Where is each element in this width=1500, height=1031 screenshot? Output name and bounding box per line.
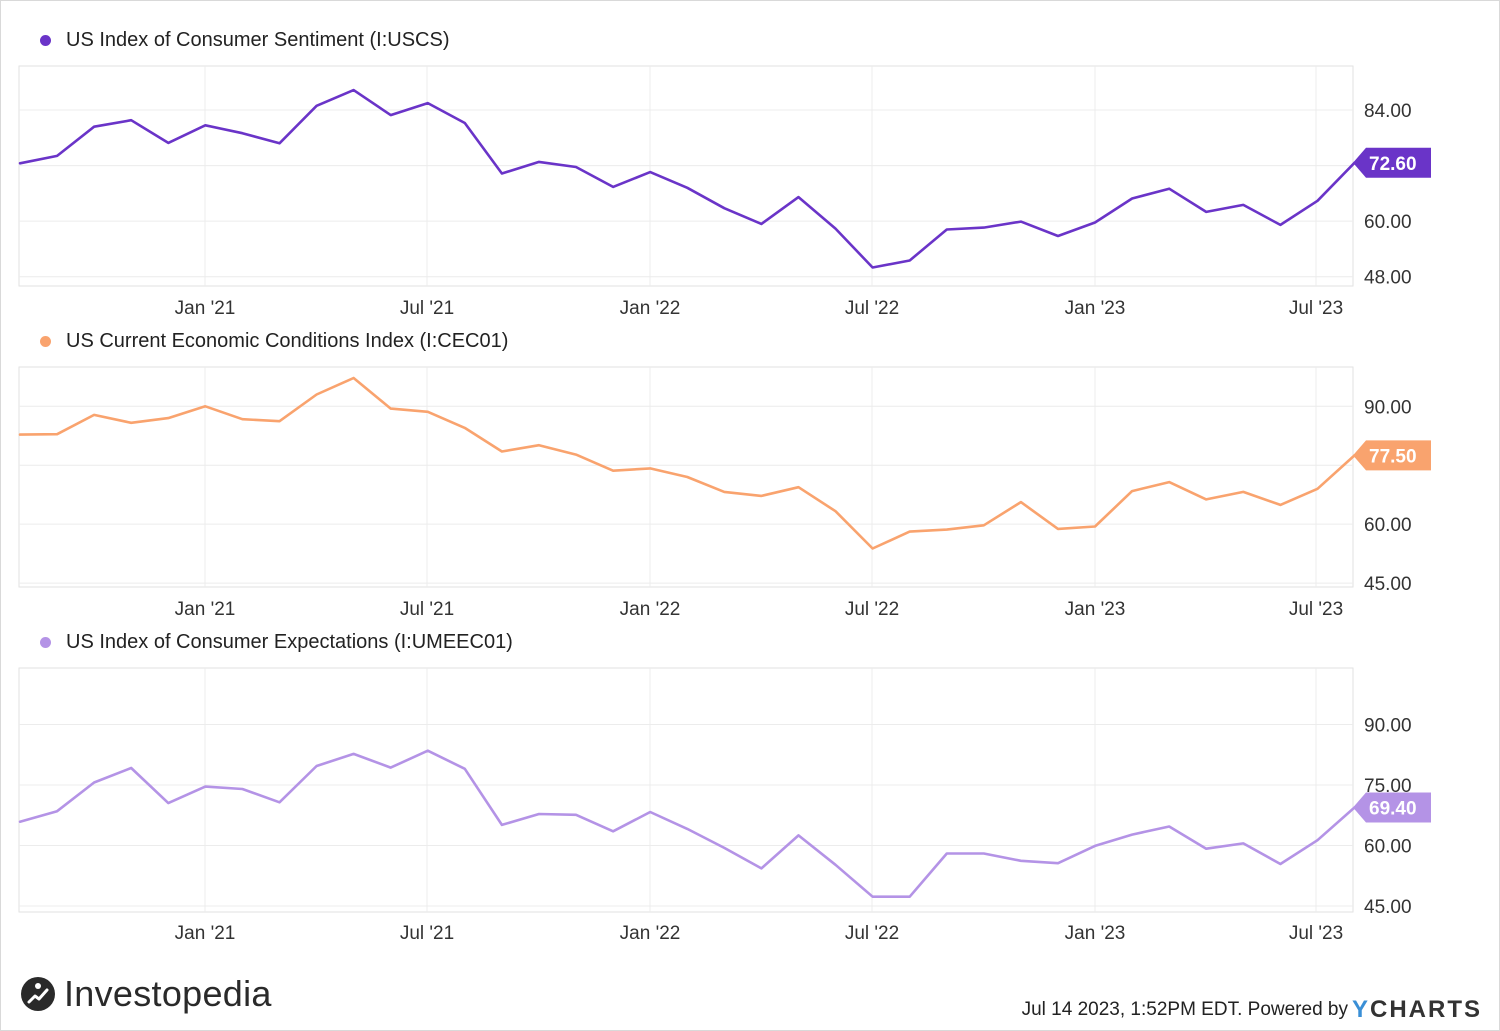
series-line <box>18 749 1356 899</box>
x-tick-label: Jul '21 <box>400 599 454 620</box>
legend-current-conditions: US Current Economic Conditions Index (I:… <box>40 328 508 354</box>
x-tick-label: Jan '23 <box>1065 599 1126 620</box>
x-tick-label: Jan '22 <box>620 599 681 620</box>
investopedia-wordmark: Investopedia <box>64 973 272 1014</box>
plot-area <box>18 366 1354 588</box>
x-tick-label: Jan '23 <box>1065 298 1126 319</box>
y-tick-label: 45.00 <box>1364 897 1412 918</box>
last-value-label: 77.50 <box>1369 446 1417 467</box>
last-value-flag <box>1353 792 1431 823</box>
last-value-label: 69.40 <box>1369 799 1417 820</box>
plot-area <box>18 65 1354 287</box>
x-tick-label: Jan '21 <box>175 599 236 620</box>
ycharts-logo[interactable]: YCHARTS <box>1352 996 1482 1024</box>
x-tick-label: Jul '22 <box>845 298 899 319</box>
powered-by-text: Powered by <box>1247 999 1348 1020</box>
legend-label: US Index of Consumer Expectations (I:UME… <box>66 630 513 653</box>
y-tick-label: 48.00 <box>1364 268 1412 289</box>
x-tick-label: Jan '23 <box>1065 923 1126 944</box>
y-tick-label: 60.00 <box>1364 515 1412 536</box>
investopedia-icon <box>21 977 55 1011</box>
x-tick-label: Jul '22 <box>845 923 899 944</box>
investopedia-logo[interactable]: Investopedia <box>20 973 272 1015</box>
y-tick-label: 90.00 <box>1364 397 1412 418</box>
x-tick-label: Jul '21 <box>400 923 454 944</box>
legend-label: US Index of Consumer Sentiment (I:USCS) <box>66 28 450 51</box>
y-tick-label: 84.00 <box>1364 101 1412 122</box>
last-value-flag <box>1353 440 1431 471</box>
plot-area <box>18 667 1354 913</box>
legend-label: US Current Economic Conditions Index (I:… <box>66 329 509 352</box>
series-line <box>18 88 1356 269</box>
expectations-line-chart: 45.00 60.00 75.00 90.00 Jan '21 Jul '21 Jan '2… <box>18 667 1431 944</box>
x-tick-label: Jul '22 <box>845 599 899 620</box>
y-tick-label: 45.00 <box>1364 574 1412 595</box>
legend-dot <box>40 335 51 347</box>
x-tick-label: Jul '23 <box>1289 923 1343 944</box>
x-tick-label: Jan '22 <box>620 298 681 319</box>
ycharts-logo-rest: CHARTS <box>1370 996 1482 1023</box>
footer-attribution: Jul 14 2023, 1:52PM EDT. Powered by YCHA… <box>1022 996 1482 1024</box>
x-tick-label: Jan '21 <box>175 923 236 944</box>
series-line <box>18 376 1356 550</box>
legend-sentiment: US Index of Consumer Sentiment (I:USCS) <box>40 27 449 53</box>
y-tick-label: 60.00 <box>1364 212 1412 233</box>
legend-dot <box>40 34 51 46</box>
legend-dot <box>40 636 51 648</box>
x-tick-label: Jan '21 <box>175 298 236 319</box>
x-tick-label: Jul '23 <box>1289 298 1343 319</box>
sentiment-line-chart: 48.00 60.00 84.00 Jan '21 Jul '21 Jan '22 Jul … <box>18 65 1431 319</box>
timestamp: Jul 14 2023, 1:52PM EDT. <box>1021 999 1243 1020</box>
x-tick-label: Jul '21 <box>400 298 454 319</box>
y-tick-label: 90.00 <box>1364 715 1412 736</box>
last-value-label: 72.60 <box>1369 154 1417 175</box>
legend-expectations: US Index of Consumer Expectations (I:UME… <box>40 629 513 655</box>
y-tick-label: 60.00 <box>1364 836 1412 857</box>
x-tick-label: Jul '23 <box>1289 599 1343 620</box>
ycharts-logo-y: Y <box>1351 996 1370 1023</box>
y-tick-label: 75.00 <box>1364 776 1412 797</box>
last-value-flag <box>1353 147 1431 178</box>
x-tick-label: Jan '22 <box>620 923 681 944</box>
current-conditions-line-chart: 45.00 60.00 90.00 Jan '21 Jul '21 Jan '22 Jul … <box>18 366 1431 620</box>
